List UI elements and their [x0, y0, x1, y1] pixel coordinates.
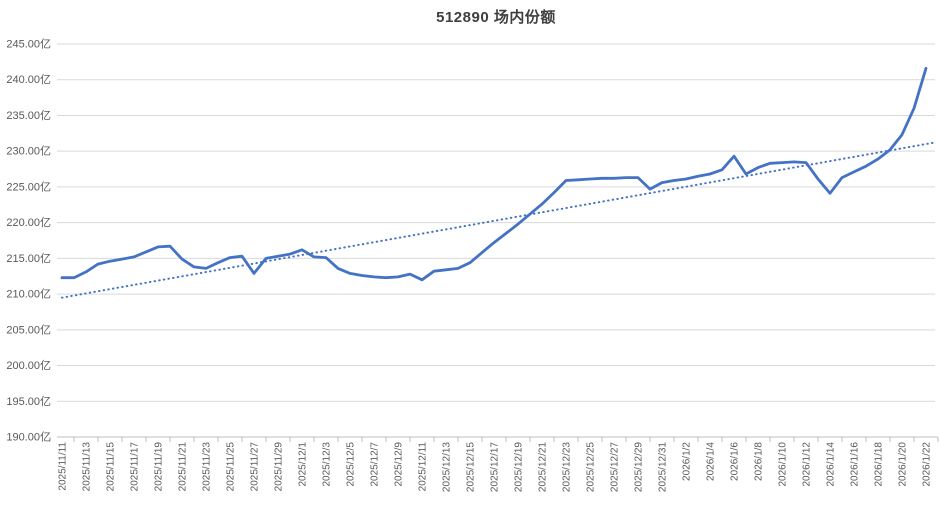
y-axis-label: 225.00亿: [6, 180, 51, 193]
x-axis-label: 2025/12/5: [346, 442, 357, 487]
x-axis-label: 2026/1/22: [922, 442, 933, 487]
x-axis-label: 2025/11/25: [226, 442, 237, 492]
x-axis-label: 2025/12/9: [394, 442, 405, 487]
x-axis-label: 2026/1/10: [778, 442, 789, 487]
x-axis-label: 2026/1/6: [730, 442, 741, 481]
x-axis-label: 2025/12/25: [586, 442, 597, 492]
y-axis-label: 205.00亿: [6, 323, 51, 336]
y-axis-label: 245.00亿: [6, 38, 51, 51]
y-axis-label: 220.00亿: [6, 216, 51, 229]
y-axis-label: 210.00亿: [6, 288, 51, 301]
x-axis-label: 2025/12/31: [658, 442, 669, 492]
x-axis-label: 2025/11/11: [58, 442, 69, 491]
x-axis-label: 2026/1/8: [754, 442, 765, 481]
x-axis-label: 2026/1/14: [826, 442, 837, 487]
x-axis-label: 2025/12/23: [562, 442, 573, 492]
x-axis-label: 2025/12/15: [466, 442, 477, 492]
x-axis-label: 2026/1/12: [802, 442, 813, 487]
x-axis-label: 2025/12/21: [538, 442, 549, 492]
x-axis-label: 2025/11/21: [178, 442, 189, 492]
chart-title: 512890 场内份额: [436, 9, 556, 26]
y-axis-label: 240.00亿: [6, 73, 51, 86]
share-series-line: [60, 66, 928, 282]
y-axis-label: 195.00亿: [6, 395, 51, 408]
x-axis-label: 2026/1/4: [706, 442, 717, 481]
x-axis-label: 2025/11/27: [250, 442, 261, 492]
x-axis-label: 2025/12/3: [322, 442, 333, 487]
x-axis-label: 2026/1/18: [874, 442, 885, 487]
x-axis-label: 2025/11/17: [130, 442, 141, 492]
x-axis-label: 2025/11/15: [106, 442, 117, 492]
y-axis-label: 230.00亿: [6, 145, 51, 158]
x-axis-label: 2025/12/29: [634, 442, 645, 492]
y-axis-label: 235.00亿: [6, 109, 51, 122]
x-axis-label: 2025/11/23: [202, 442, 213, 492]
x-axis-label: 2025/12/7: [370, 442, 381, 487]
x-axis-label: 2025/12/27: [610, 442, 621, 492]
x-axis-label: 2025/12/19: [514, 442, 525, 492]
x-axis-label: 2026/1/2: [682, 442, 693, 481]
x-axis-label: 2025/12/17: [490, 442, 501, 492]
x-axis-label: 2025/12/1: [298, 442, 309, 487]
x-axis-label: 2025/11/19: [154, 442, 165, 492]
x-axis-label: 2025/12/13: [442, 442, 453, 492]
x-axis-label: 2026/1/16: [850, 442, 861, 487]
x-axis-label: 2025/11/29: [274, 442, 285, 492]
y-axis-label: 215.00亿: [6, 252, 51, 265]
y-axis-label: 200.00亿: [6, 359, 51, 372]
trend-line: [61, 141, 934, 299]
y-axis-label: 190.00亿: [6, 431, 51, 444]
x-axis-label: 2026/1/20: [898, 442, 909, 487]
x-axis-label: 2025/11/13: [82, 442, 93, 492]
x-axis-label: 2025/12/11: [418, 442, 429, 492]
